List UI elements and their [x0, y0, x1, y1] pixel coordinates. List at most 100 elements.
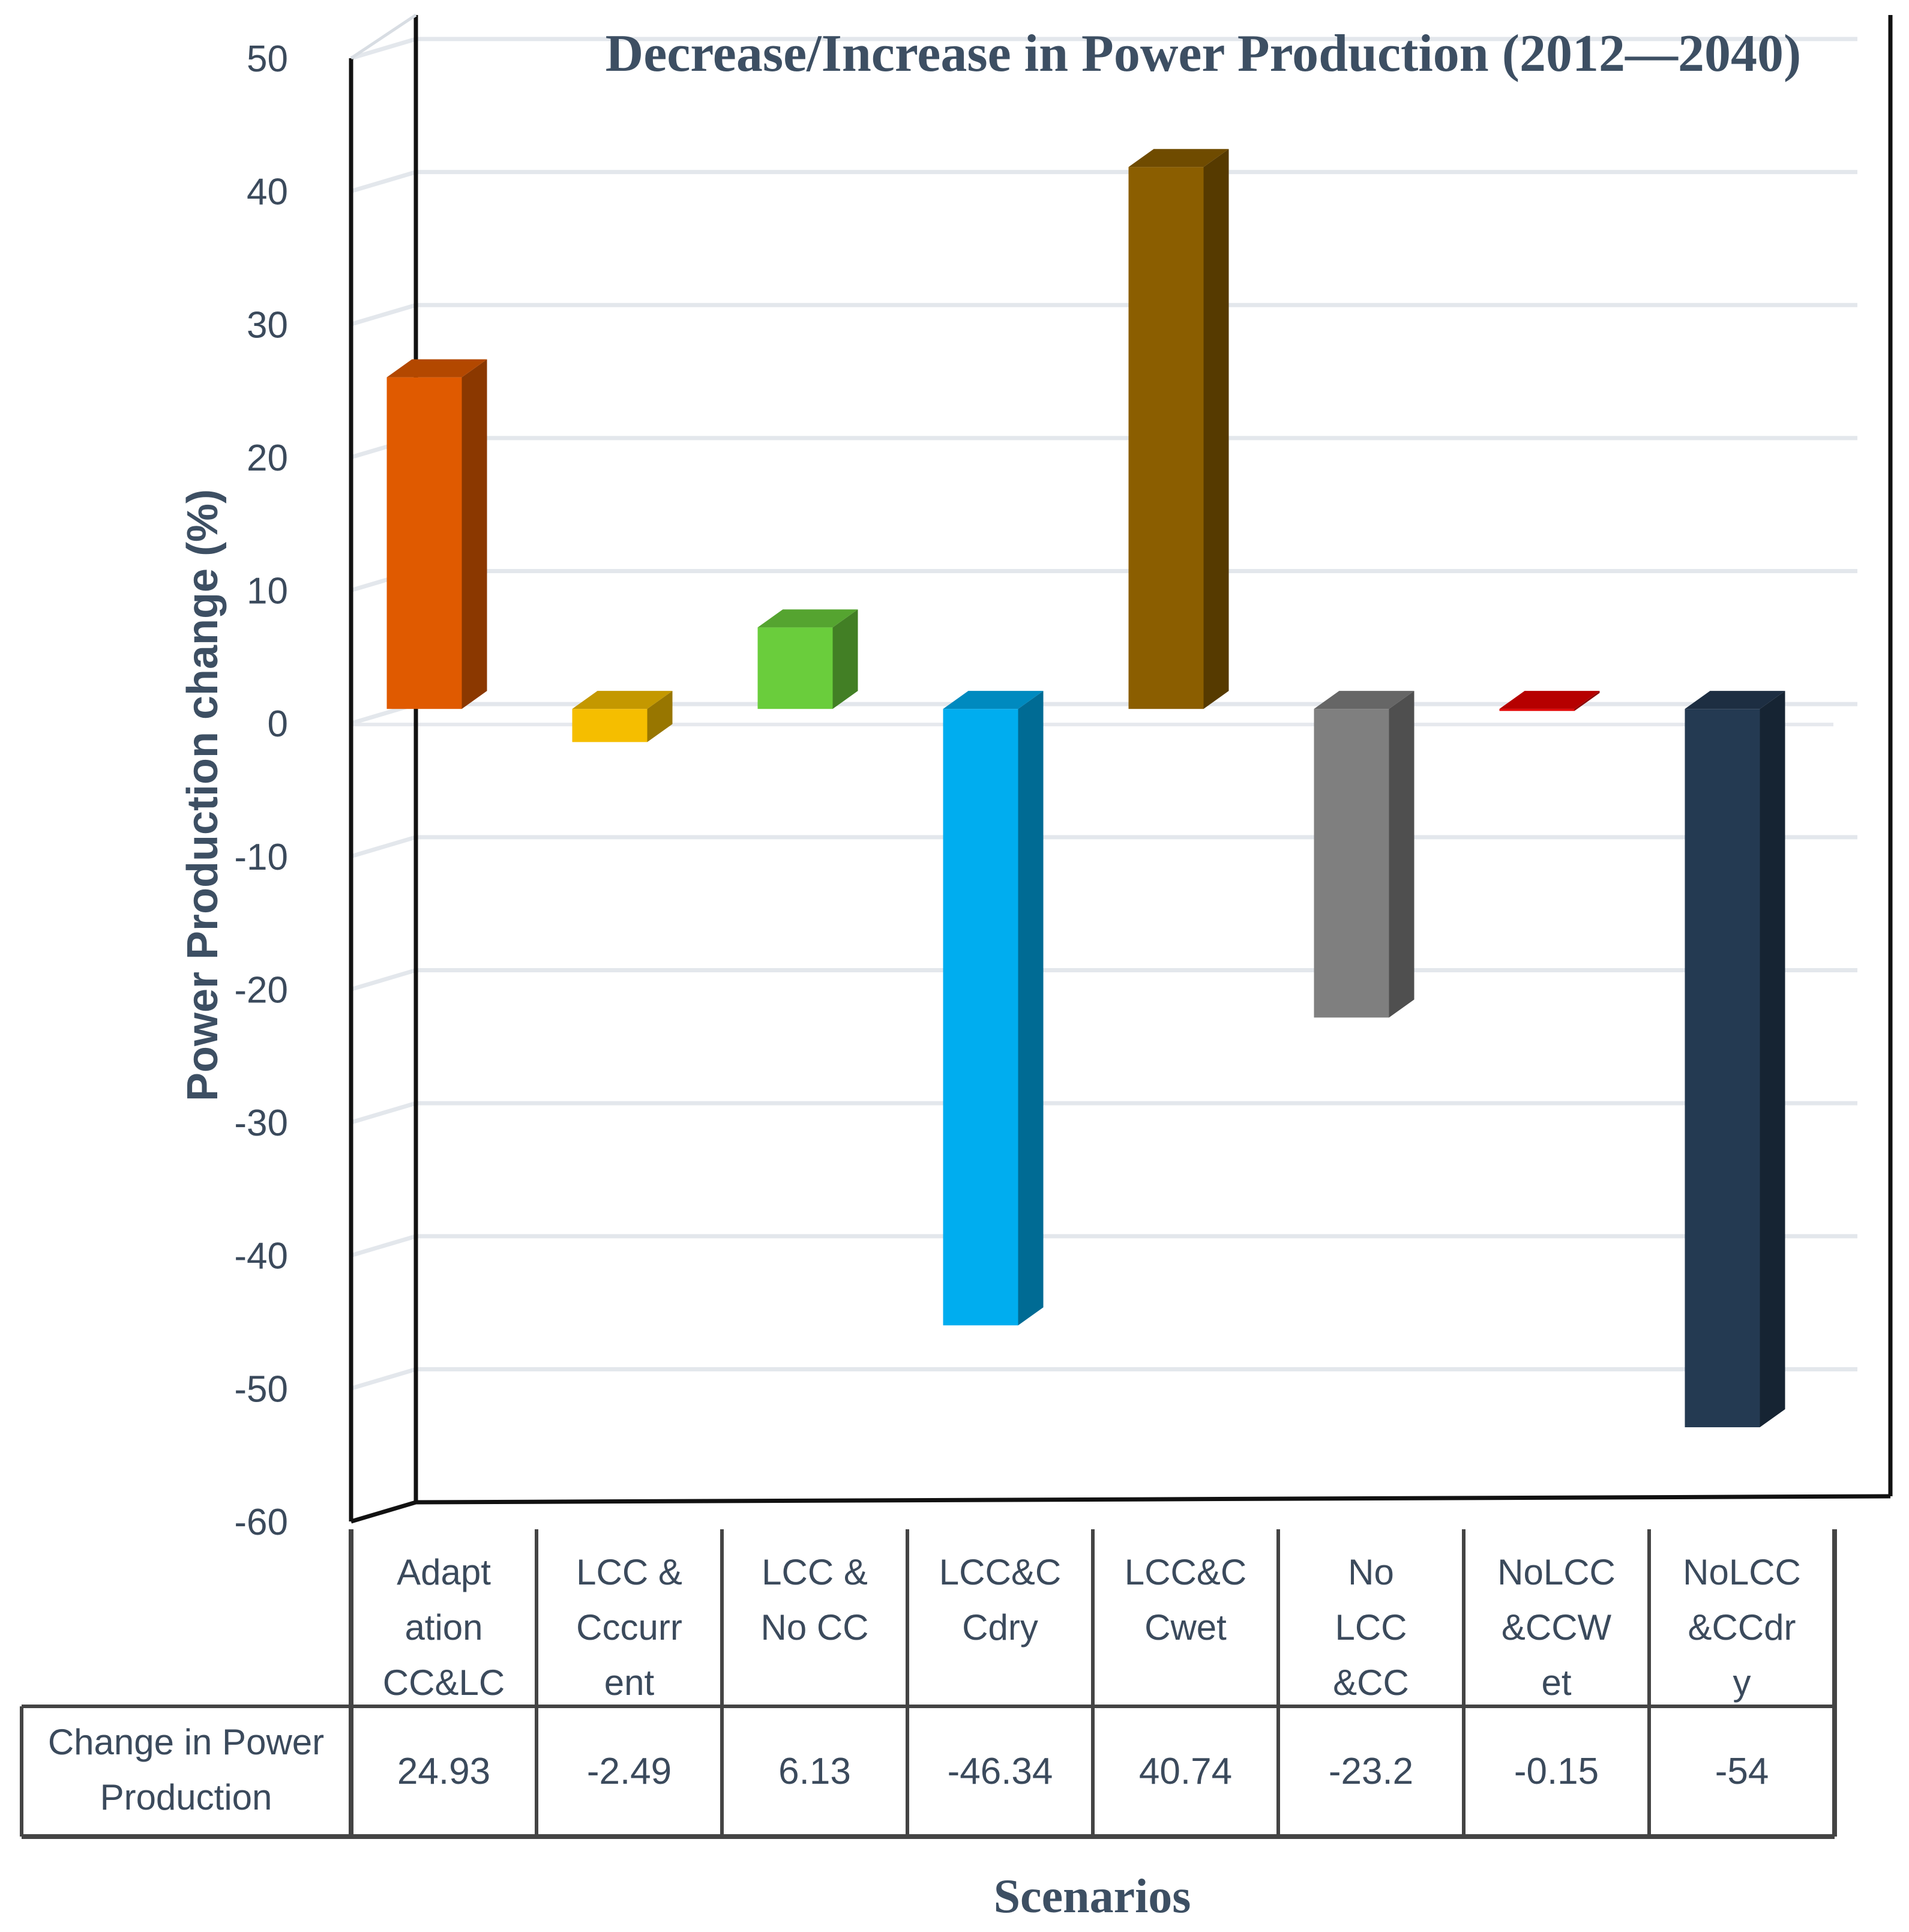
bar-side	[1760, 691, 1785, 1428]
gridline-diagonal	[350, 1367, 416, 1391]
bar-top	[943, 691, 1044, 709]
bar-side	[1018, 691, 1044, 1326]
category-label-line: y	[1733, 1663, 1751, 1703]
gridline-diagonal	[350, 968, 416, 992]
bar-6	[1314, 691, 1414, 1018]
y-axis-label: Power Production change (%)	[179, 489, 227, 1101]
category-label-line: NoLCC	[1683, 1552, 1801, 1592]
bar-7	[1499, 691, 1600, 711]
bar-1	[386, 359, 487, 709]
chart-title: Decrease/Increase in Power Production (2…	[606, 25, 1802, 83]
y-tick-label: 30	[247, 304, 288, 346]
bar-front	[1128, 167, 1204, 709]
y-tick-label: -20	[234, 969, 288, 1011]
table-value: 24.93	[397, 1751, 490, 1792]
series-name-line: Change in Power	[48, 1722, 324, 1762]
category-label-line: &CC	[1333, 1663, 1409, 1703]
gridline-diagonal	[350, 1101, 416, 1125]
y-tick-label: 20	[247, 438, 288, 479]
bar-8	[1685, 691, 1785, 1428]
chart-frame	[349, 13, 1893, 1524]
bar-side	[461, 359, 487, 709]
gridline-diagonal	[350, 170, 416, 193]
category-label-line: ent	[604, 1663, 655, 1703]
y-tick-label: 50	[247, 38, 288, 80]
category-label: LCC & Cccurr ent	[576, 1552, 682, 1703]
category-label: NoLCC &CCdr y	[1683, 1552, 1801, 1703]
bar-side	[1574, 691, 1600, 711]
y-tick-label: 0	[268, 703, 288, 745]
category-label-line: &CCdr	[1688, 1607, 1796, 1648]
category-label: NoLCC &CCW et	[1497, 1552, 1616, 1703]
gridline-diagonal	[350, 1234, 416, 1258]
bar-top	[386, 359, 487, 378]
y-tick-label: -60	[234, 1502, 288, 1543]
bar-top	[1128, 149, 1229, 167]
bar-side	[647, 691, 673, 742]
bar-front	[943, 709, 1018, 1326]
y-tick-label: -50	[234, 1368, 288, 1410]
category-label: LCC&C Cwet	[1125, 1552, 1246, 1648]
gridline-diagonal	[350, 302, 416, 327]
category-label-line: No	[1348, 1552, 1394, 1592]
table-value: -23.2	[1329, 1751, 1413, 1792]
category-label-line: No CC	[760, 1607, 868, 1648]
category-label: Adapt ation CC&LC	[383, 1552, 505, 1703]
y-tick-label: 10	[247, 571, 288, 612]
series-name-label: Change in Power Production	[48, 1722, 324, 1817]
bar-top	[757, 609, 858, 628]
y-tick-label: -10	[234, 837, 288, 878]
floor-back-edge	[415, 1494, 1891, 1505]
category-label-line: LCC &	[762, 1552, 868, 1592]
table-value: -54	[1715, 1751, 1769, 1792]
table-value: -2.49	[587, 1751, 672, 1792]
floor-edge-diagonal	[350, 1500, 416, 1524]
category-label-line: LCC	[1335, 1607, 1407, 1648]
bar-front	[757, 627, 833, 709]
x-axis-label: Scenarios	[994, 1870, 1191, 1923]
bar-top	[1499, 691, 1600, 709]
bar-front	[386, 377, 462, 709]
series-name-line: Production	[100, 1777, 272, 1817]
table-value: -0.15	[1514, 1751, 1599, 1792]
gridline-diagonal	[350, 37, 416, 61]
category-label-line: Cdry	[962, 1607, 1038, 1648]
bar-front	[1499, 709, 1575, 711]
category-label-line: &CCW	[1502, 1607, 1612, 1648]
table-value: -46.34	[948, 1751, 1053, 1792]
category-label-line: et	[1541, 1663, 1571, 1703]
category-label-line: NoLCC	[1497, 1552, 1616, 1592]
bar-3	[757, 609, 858, 709]
category-label-line: Cccurr	[576, 1607, 682, 1648]
category-label-line: ation	[404, 1607, 483, 1648]
bar-side	[832, 609, 858, 709]
bar-4	[943, 691, 1044, 1326]
category-label-line: Adapt	[397, 1552, 491, 1592]
y-tick-label: -30	[234, 1103, 288, 1144]
bar-front	[572, 709, 648, 742]
category-label-line: CC&LC	[383, 1663, 505, 1703]
category-label: LCC&C Cdry	[939, 1552, 1061, 1648]
category-label-line: Cwet	[1144, 1607, 1227, 1648]
category-label-line: LCC&C	[1125, 1552, 1246, 1592]
category-label-line: LCC &	[576, 1552, 682, 1592]
category-label: No LCC &CC	[1333, 1552, 1409, 1703]
gridline-diagonal	[350, 835, 416, 859]
table-value: 40.74	[1139, 1751, 1232, 1792]
bar-5	[1128, 149, 1229, 709]
bar-top	[1314, 691, 1414, 709]
bar-side	[1389, 691, 1414, 1018]
bar-front	[1685, 709, 1760, 1428]
y-tick-label: 40	[247, 172, 288, 213]
table-value: 6.13	[778, 1751, 851, 1792]
top-edge-diagonal	[350, 13, 417, 60]
data-table: Adapt ation CC&LC 24.93 LCC & Cccurr ent -2.49 L…	[20, 1529, 1837, 1839]
category-label-line: LCC&C	[939, 1552, 1061, 1592]
y-tick-label: -40	[234, 1236, 288, 1277]
bar-side	[1203, 149, 1229, 709]
bar-top	[572, 691, 673, 709]
bar-2	[572, 691, 673, 742]
bars	[386, 149, 1785, 1428]
bar-front	[1314, 709, 1389, 1018]
